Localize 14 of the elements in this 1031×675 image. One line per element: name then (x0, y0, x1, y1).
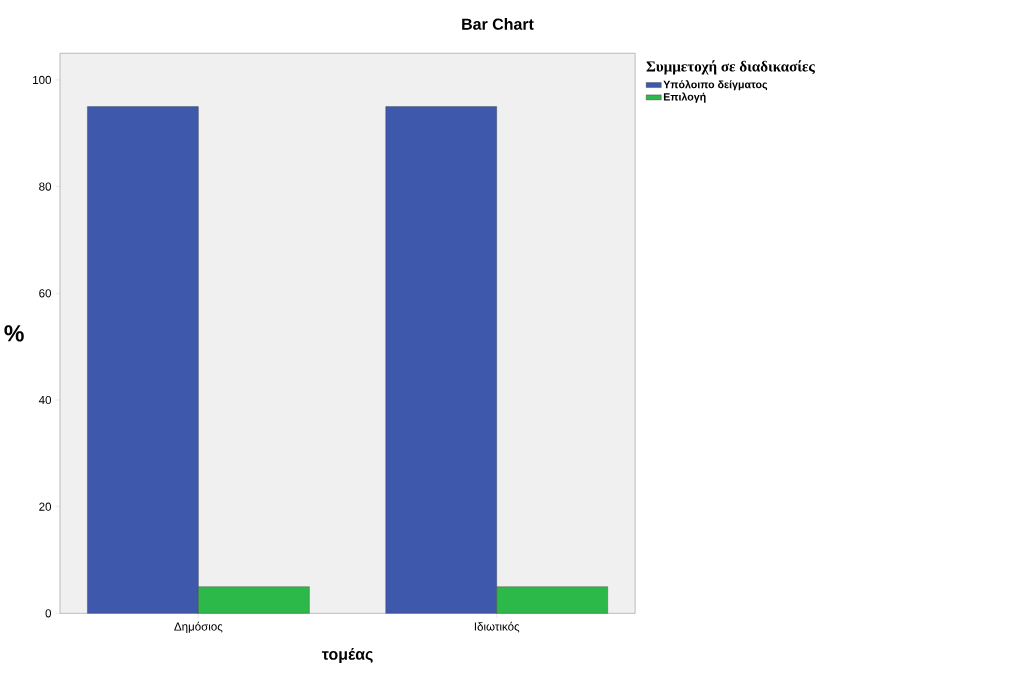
y-tick-label: 80 (39, 182, 52, 191)
y-tick-label: 100 (33, 76, 52, 85)
y-tick-label: 40 (38, 396, 52, 405)
y-tick-label: 0 (45, 609, 52, 618)
x-tick-label: Ιδιωτικός (474, 622, 520, 633)
legend-title: Συμμετοχή σε διαδικασίες (646, 60, 815, 75)
x-axis-title: τομέας (321, 648, 373, 664)
chart-title: Bar Chart (462, 18, 534, 31)
x-tick-label: Δημόσιος (174, 622, 223, 634)
y-tick-label: 60 (39, 289, 52, 298)
y-axis-title: % (4, 325, 24, 342)
legend-label: Επιλογή (663, 92, 706, 103)
y-tick-label: 20 (39, 502, 52, 511)
legend-label: Υπόλοιπο δείγματος (663, 80, 768, 91)
